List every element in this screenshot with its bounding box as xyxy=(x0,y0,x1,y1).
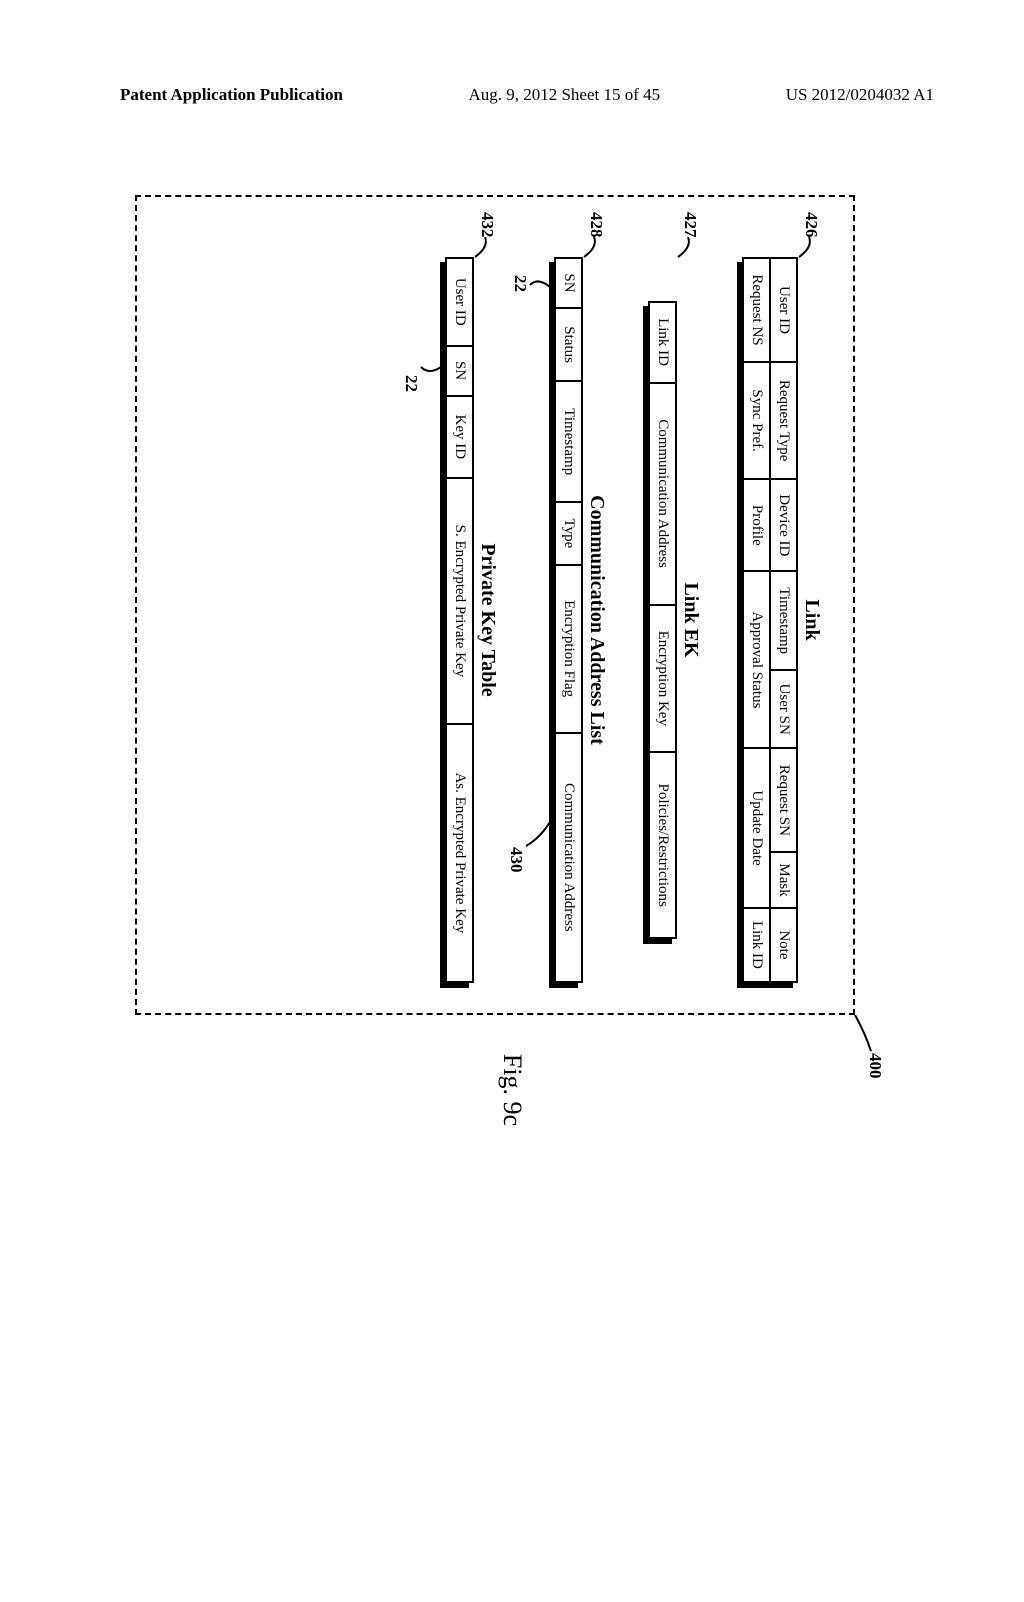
comm-addr-title: Communication Address List xyxy=(585,257,608,983)
link-ek-block: 427 Link EK Link ID Communication Addres… xyxy=(648,257,702,983)
ref-426: 426 xyxy=(801,212,821,238)
dashed-container: 426 Link User ID Request Type Device ID … xyxy=(135,195,855,1015)
link-cell: Link ID xyxy=(743,908,770,982)
ref-427-connector xyxy=(672,237,692,259)
priv-key-cell: SN xyxy=(446,346,473,396)
header-left: Patent Application Publication xyxy=(120,85,343,105)
priv-key-table: User ID SN Key ID S. Encrypted Private K… xyxy=(445,257,474,983)
priv-key-cell: S. Encrypted Private Key xyxy=(446,478,473,724)
link-ek-cell: Communication Address xyxy=(649,383,676,605)
link-cell: User ID xyxy=(770,258,797,362)
link-cell: Timestamp xyxy=(770,571,797,670)
link-cell: User SN xyxy=(770,670,797,748)
link-cell: Profile xyxy=(743,479,770,571)
link-cell: Update Date xyxy=(743,748,770,907)
link-table: User ID Request Type Device ID Timestamp… xyxy=(742,257,798,983)
link-ek-table: Link ID Communication Address Encryption… xyxy=(648,301,677,940)
link-ek-cell: Encryption Key xyxy=(649,605,676,752)
link-cell: Note xyxy=(770,908,797,982)
link-ek-title: Link EK xyxy=(679,257,702,983)
comm-addr-cell: Timestamp xyxy=(555,381,582,502)
ref-432: 432 xyxy=(477,212,497,238)
ref-428: 428 xyxy=(586,212,606,238)
ref-432-connector xyxy=(469,237,489,259)
header-center: Aug. 9, 2012 Sheet 15 of 45 xyxy=(468,85,660,105)
page-header: Patent Application Publication Aug. 9, 2… xyxy=(0,85,1024,105)
ref-426-connector xyxy=(793,237,813,259)
comm-addr-cell: Communication Address xyxy=(555,733,582,982)
priv-key-cell: As. Encrypted Private Key xyxy=(446,724,473,982)
link-cell: Request SN xyxy=(770,748,797,852)
ref-22b: 22 xyxy=(401,375,421,392)
link-cell: Device ID xyxy=(770,479,797,571)
link-ek-cell: Policies/Restrictions xyxy=(649,752,676,938)
priv-key-title: Private Key Table xyxy=(476,257,499,983)
comm-addr-cell: Status xyxy=(555,308,582,381)
figure-label: Fig. 9c xyxy=(497,578,527,1602)
ref-400: 400 xyxy=(865,1053,885,1079)
link-cell: Request Type xyxy=(770,362,797,479)
ref-22a-connector xyxy=(528,277,550,297)
priv-key-cell: User ID xyxy=(446,258,473,346)
ref-22a: 22 xyxy=(510,275,530,292)
link-title: Link xyxy=(800,257,823,983)
link-cell: Mask xyxy=(770,852,797,907)
ref-427: 427 xyxy=(680,212,700,238)
link-cell: Request NS xyxy=(743,258,770,362)
priv-key-cell: Key ID xyxy=(446,396,473,479)
comm-addr-block: 428 Communication Address List SN Status… xyxy=(554,257,608,983)
comm-addr-cell: Type xyxy=(555,502,582,564)
ref-22b-connector xyxy=(419,357,441,377)
link-cell: Sync Pref. xyxy=(743,362,770,479)
header-right: US 2012/0204032 A1 xyxy=(786,85,934,105)
comm-addr-table: SN Status Timestamp Type Encryption Flag… xyxy=(554,257,583,983)
comm-addr-cell: Encryption Flag xyxy=(555,565,582,733)
ref-428-connector xyxy=(578,237,598,259)
priv-key-block: 432 Private Key Table User ID SN Key ID … xyxy=(445,257,499,983)
ref-400-connector xyxy=(845,1015,875,1055)
link-ek-cell: Link ID xyxy=(649,302,676,383)
link-table-block: 426 Link User ID Request Type Device ID … xyxy=(742,257,823,983)
link-cell: Approval Status xyxy=(743,571,770,748)
comm-addr-cell: SN xyxy=(555,258,582,308)
